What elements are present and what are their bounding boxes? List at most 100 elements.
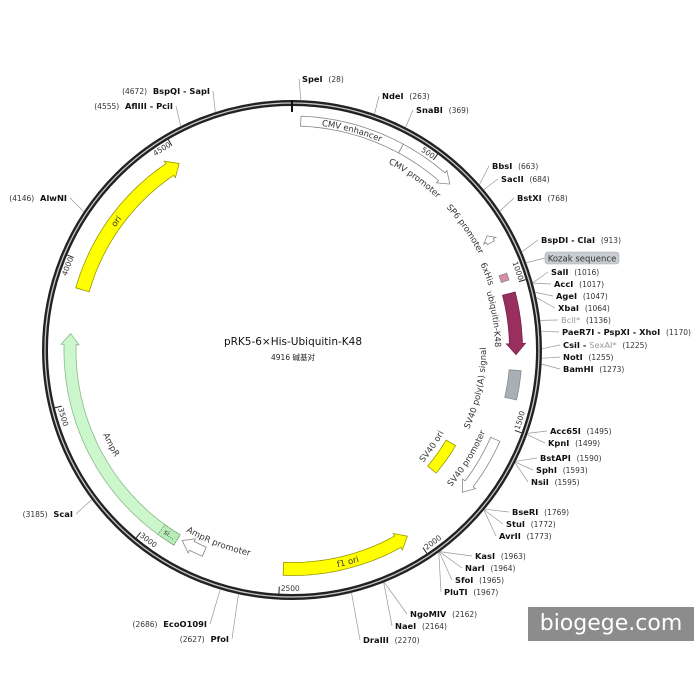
enzyme-site-ecoo109i[interactable]: (2686) EcoO109I xyxy=(133,589,221,630)
enzyme-position: (2270) xyxy=(395,636,420,645)
annotation-kozak-sequence[interactable]: Kozak sequence xyxy=(526,251,620,265)
enzyme-position: (4672) xyxy=(122,87,147,96)
enzyme-name: SalI xyxy=(551,267,569,277)
enzyme-site-afliii-pcii[interactable]: (4555) AflIII - PciI xyxy=(94,101,182,127)
feature-label-ampr: AmpR xyxy=(101,431,122,458)
enzyme-site-agei[interactable]: AgeI (1047) xyxy=(535,291,608,301)
enzyme-site-sali[interactable]: SalI (1016) xyxy=(532,267,600,284)
feature-6xhis[interactable] xyxy=(498,272,510,284)
enzyme-name: KasI xyxy=(475,551,495,561)
feature-ampr-promoter[interactable] xyxy=(181,538,207,557)
enzyme-leader-line xyxy=(69,197,85,212)
enzyme-label: NotI (1255) xyxy=(563,352,613,362)
enzyme-position: (663) xyxy=(518,162,538,171)
enzyme-site-naei[interactable]: NaeI (2164) xyxy=(383,582,447,631)
enzyme-position: (1769) xyxy=(544,508,569,517)
enzyme-position: (2686) xyxy=(133,620,158,629)
enzyme-position: (1499) xyxy=(575,439,600,448)
plasmid-name: pRK5-6×His-Ubiquitin-K48 xyxy=(224,336,362,348)
enzyme-leader-line xyxy=(484,508,510,513)
enzyme-site-bbsi[interactable]: BbsI (663) xyxy=(479,161,538,185)
enzyme-label: BstAPI (1590) xyxy=(540,453,602,463)
feature-f1-ori[interactable] xyxy=(282,532,408,576)
feature-ori[interactable] xyxy=(75,160,180,293)
enzyme-site-draiii[interactable]: DraIII (2270) xyxy=(351,592,420,645)
enzyme-leader-line xyxy=(515,457,538,462)
enzyme-site-noti[interactable]: NotI (1255) xyxy=(541,352,614,362)
feature-cmv-promoter[interactable] xyxy=(398,143,451,185)
enzyme-site-alwni[interactable]: (4146) AlwNI xyxy=(9,193,85,212)
enzyme-name: Acc65I xyxy=(550,426,581,436)
plasmid-length: 4916 碱基对 xyxy=(271,352,315,362)
enzyme-label: BamHI (1273) xyxy=(563,364,624,374)
enzyme-site-bamhi[interactable]: BamHI (1273) xyxy=(541,363,625,374)
enzyme-leader-line xyxy=(439,551,473,557)
enzyme-site-xbai[interactable]: XbaI (1064) xyxy=(536,297,610,313)
enzyme-site-scai[interactable]: (3185) ScaI xyxy=(23,499,92,519)
feature-si[interactable] xyxy=(157,524,181,546)
enzyme-site-stui[interactable]: StuI (1772) xyxy=(483,509,556,529)
feature-label-cmv-promoter: CMV promoter xyxy=(387,157,443,201)
enzyme-site-bcli[interactable]: BclI* (1136) xyxy=(540,315,611,325)
enzyme-site-ngomiv[interactable]: NgoMIV (2162) xyxy=(384,582,477,619)
enzyme-label: Acc65I (1495) xyxy=(550,426,612,436)
enzyme-site-nari[interactable]: NarI (1964) xyxy=(439,551,516,573)
enzyme-site-bspdi-clai[interactable]: BspDI - ClaI (913) xyxy=(521,235,621,253)
enzyme-site-acc65i[interactable]: Acc65I (1495) xyxy=(527,426,612,436)
enzyme-leader-line xyxy=(527,434,546,444)
enzyme-site-kasi[interactable]: KasI (1963) xyxy=(439,551,526,561)
enzyme-label: PaeR7I - PspXI - XhoI (1170) xyxy=(562,327,691,337)
enzyme-name: BseRI xyxy=(512,507,538,517)
enzyme-site-csii-sexai[interactable]: CsiI - SexAI* (1225) xyxy=(541,340,647,350)
enzyme-name: ClaI xyxy=(577,235,595,245)
enzyme-position: (684) xyxy=(529,175,549,184)
feature-sv40-poly-a-signal[interactable] xyxy=(504,369,522,401)
enzyme-name: DraIII xyxy=(363,635,389,645)
enzyme-position: (369) xyxy=(449,106,469,115)
feature-label-sp6-promoter: SP6 promoter xyxy=(444,202,485,256)
enzyme-name: XbaI xyxy=(558,303,579,313)
enzyme-site-pluti[interactable]: PluTI (1967) xyxy=(438,552,499,597)
enzyme-label: SnaBI (369) xyxy=(416,105,469,115)
enzyme-label: (4555) AflIII - PciI xyxy=(94,101,173,111)
feature-ampr[interactable] xyxy=(60,332,181,546)
enzyme-site-bspqi-sapi[interactable]: (4672) BspQI - SapI xyxy=(122,86,216,113)
enzyme-site-sfoi[interactable]: SfoI (1965) xyxy=(438,551,504,585)
enzyme-site-acci[interactable]: AccI (1017) xyxy=(532,279,604,289)
enzyme-site-pfoi[interactable]: (2627) PfoI xyxy=(180,594,239,644)
enzyme-label: BbsI (663) xyxy=(492,161,538,171)
feature-sv40-ori[interactable] xyxy=(427,439,457,474)
enzyme-position: (1255) xyxy=(588,353,613,362)
enzyme-site-nsii[interactable]: NsiI (1595) xyxy=(514,462,580,487)
enzyme-position: (4146) xyxy=(9,194,34,203)
enzyme-site-paer7i-pspxi-xhoi[interactable]: PaeR7I - PspXI - XhoI (1170) xyxy=(541,327,691,337)
enzyme-position: (768) xyxy=(548,194,568,203)
enzyme-leader-line xyxy=(521,239,539,253)
feature-sv40-promoter[interactable] xyxy=(461,436,501,493)
enzyme-name: AgeI xyxy=(556,291,577,301)
enzyme-site-sphi[interactable]: SphI (1593) xyxy=(515,461,588,475)
enzyme-site-kpni[interactable]: KpnI (1499) xyxy=(527,434,600,448)
enzyme-site-snabi[interactable]: SnaBI (369) xyxy=(405,105,469,128)
enzyme-name: SpeI xyxy=(302,74,323,84)
enzyme-site-bseri[interactable]: BseRI (1769) xyxy=(484,507,569,517)
enzyme-leader-line xyxy=(175,105,182,127)
enzyme-leader-line xyxy=(231,594,239,640)
enzyme-name: SnaBI xyxy=(416,105,443,115)
feature-ubiquitin-k48[interactable] xyxy=(502,291,527,356)
enzyme-label: BclI* (1136) xyxy=(561,315,611,325)
enzyme-site-sacii[interactable]: SacII (684) xyxy=(483,174,550,190)
enzyme-site-avrii[interactable]: AvrII (1773) xyxy=(483,510,552,541)
enzyme-leader-line xyxy=(351,592,361,641)
enzyme-site-spei[interactable]: SpeI (28) xyxy=(298,74,344,101)
enzyme-site-bstxi[interactable]: BstXI (768) xyxy=(499,193,568,212)
feature-sp6-promoter[interactable] xyxy=(482,235,498,246)
enzyme-site-bstapi[interactable]: BstAPI (1590) xyxy=(515,453,602,463)
enzyme-name: NgoMIV xyxy=(410,609,447,619)
enzyme-leader-line xyxy=(298,78,302,101)
enzyme-leader-line xyxy=(499,197,515,212)
enzyme-leader-line xyxy=(541,344,561,350)
enzyme-label: (3185) ScaI xyxy=(23,509,73,519)
enzyme-site-ndei[interactable]: NdeI (263) xyxy=(374,91,430,115)
enzyme-label: XbaI (1064) xyxy=(558,303,610,313)
